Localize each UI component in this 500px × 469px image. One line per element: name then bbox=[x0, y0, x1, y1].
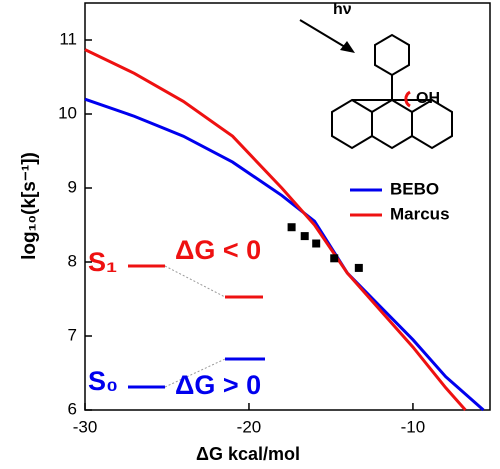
x-tick-label: -10 bbox=[401, 417, 426, 436]
dg-pos-label: ΔG > 0 bbox=[175, 370, 261, 400]
s0-label: S₀ bbox=[88, 366, 118, 396]
y-tick-label: 7 bbox=[68, 325, 77, 344]
point bbox=[354, 263, 363, 272]
arrowhead bbox=[340, 41, 355, 53]
y-tick-label: 10 bbox=[58, 103, 77, 122]
legend-label: Marcus bbox=[390, 204, 450, 223]
y-tick-label: 6 bbox=[68, 399, 77, 418]
plot-frame bbox=[84, 2, 491, 411]
x-tick-label: -20 bbox=[237, 417, 262, 436]
y-axis-label: log₁₀(k[s⁻¹]) bbox=[19, 152, 40, 260]
line-series bbox=[84, 97, 485, 412]
y-tick-label: 11 bbox=[59, 29, 77, 48]
bond-mark bbox=[404, 90, 411, 108]
y-tick-label: 8 bbox=[68, 251, 77, 270]
line-series bbox=[84, 48, 467, 411]
dg-neg-label: ΔG < 0 bbox=[175, 235, 261, 265]
legend-label: BEBO bbox=[390, 179, 439, 198]
connector bbox=[164, 265, 226, 298]
connector bbox=[164, 358, 226, 388]
point bbox=[312, 239, 321, 248]
point bbox=[300, 232, 309, 241]
hv-label: hν bbox=[333, 1, 352, 18]
oh-label: OH bbox=[416, 90, 440, 107]
point bbox=[330, 254, 339, 263]
light-arrow bbox=[299, 19, 351, 51]
x-tick-label: -30 bbox=[73, 417, 98, 436]
s1-label: S₁ bbox=[88, 247, 117, 277]
y-tick-label: 9 bbox=[68, 177, 77, 196]
x-axis-label: ΔG kcal/mol bbox=[196, 444, 300, 464]
point bbox=[287, 223, 296, 232]
molecule bbox=[331, 33, 453, 150]
